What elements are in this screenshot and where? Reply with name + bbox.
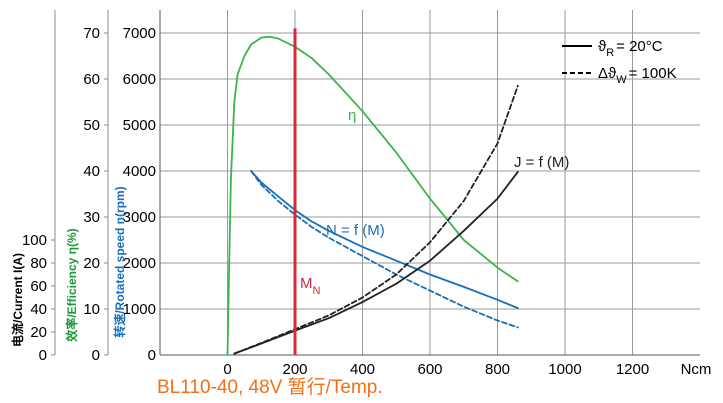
speed-tick-label: 5000 bbox=[123, 117, 156, 134]
efficiency-tick-label: 40 bbox=[83, 163, 100, 180]
current-axis-title: 电流/Current I(A) bbox=[10, 253, 25, 347]
current-tick-label: 20 bbox=[30, 324, 47, 341]
legend-value-0: = 20°C bbox=[616, 38, 663, 55]
current-tick-label: 100 bbox=[22, 232, 47, 249]
efficiency-axis-title: 效率/Efficiency η(%) bbox=[64, 228, 79, 341]
x-unit-label: Ncm bbox=[681, 361, 712, 378]
efficiency-tick-label: 20 bbox=[83, 255, 100, 272]
legend-entry-0: ϑR = 20°C bbox=[598, 38, 663, 59]
speed-axis-title: 转速/Rotated speed n(rpm) bbox=[112, 186, 127, 337]
rated-torque-label: MN bbox=[300, 275, 321, 297]
current-curve-label: J = f (M) bbox=[514, 154, 569, 171]
legend-value-1: = 100K bbox=[629, 65, 677, 82]
x-tick-label: 1000 bbox=[548, 361, 581, 378]
current-tick-label: 40 bbox=[30, 301, 47, 318]
x-tick-label: 1200 bbox=[616, 361, 649, 378]
speed-curve-label: N = f (M) bbox=[326, 222, 385, 239]
efficiency-tick-label: 30 bbox=[83, 209, 100, 226]
axes: 0 200 400 600 800 1000 1200 Ncm0100020003000400… bbox=[10, 10, 711, 378]
speed-tick-label: 7000 bbox=[123, 25, 156, 42]
x-tick-label: 0 bbox=[223, 361, 231, 378]
grid bbox=[160, 10, 700, 356]
x-tick-label: 800 bbox=[485, 361, 510, 378]
current-tick-label: 60 bbox=[30, 278, 47, 295]
series-layer bbox=[226, 28, 519, 356]
x-tick-label: 400 bbox=[350, 361, 375, 378]
speed-tick-label: 2000 bbox=[123, 255, 156, 272]
series-line-2 bbox=[250, 170, 519, 329]
eta-curve-label: η bbox=[348, 107, 356, 124]
efficiency-tick-label: 10 bbox=[83, 301, 100, 318]
series-line-0 bbox=[226, 35, 519, 356]
legend-entry-1: ΔϑW = 100K bbox=[598, 65, 677, 86]
chart-caption: BL110-40, 48V 暂行/Temp. bbox=[157, 377, 383, 398]
current-tick-label: 0 bbox=[39, 347, 47, 364]
legend-subscript-0: R bbox=[606, 47, 614, 59]
speed-tick-label: 1000 bbox=[123, 301, 156, 318]
efficiency-tick-label: 50 bbox=[83, 117, 100, 134]
series-line-4 bbox=[233, 85, 519, 355]
series-line-3 bbox=[233, 170, 519, 355]
x-tick-label: 200 bbox=[282, 361, 307, 378]
speed-tick-label: 0 bbox=[148, 347, 156, 364]
efficiency-tick-label: 70 bbox=[83, 25, 100, 42]
speed-tick-label: 4000 bbox=[123, 163, 156, 180]
current-tick-label: 80 bbox=[30, 255, 47, 272]
labels: MN η N = f (M) J = f (M) ϑR = 20°C ΔϑW = 100K bbox=[300, 38, 677, 297]
rated-torque-subscript: N bbox=[313, 285, 321, 297]
x-tick-label: 600 bbox=[417, 361, 442, 378]
efficiency-tick-label: 0 bbox=[92, 347, 100, 364]
series-line-1 bbox=[250, 170, 519, 310]
speed-tick-label: 3000 bbox=[123, 209, 156, 226]
legend-subscript-1: W bbox=[616, 74, 627, 86]
speed-tick-label: 6000 bbox=[123, 71, 156, 88]
efficiency-tick-label: 60 bbox=[83, 71, 100, 88]
